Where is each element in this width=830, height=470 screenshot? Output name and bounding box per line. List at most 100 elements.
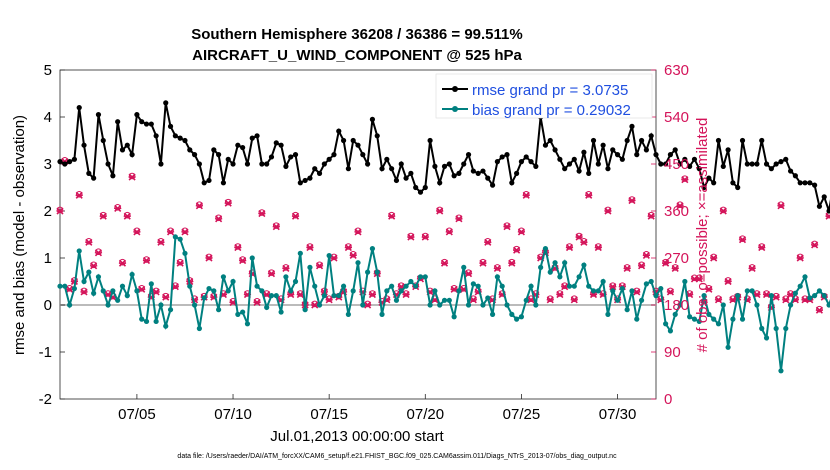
legend-bias-marker	[452, 106, 458, 112]
series-point-bias	[509, 311, 515, 317]
series-point-rmse	[350, 137, 356, 144]
obs-assimilated-marker	[637, 262, 646, 270]
series-point-rmse	[730, 180, 736, 186]
obs-assimilated-marker	[517, 228, 526, 236]
obs-possible-marker	[566, 243, 573, 250]
series-point-rmse	[129, 152, 135, 158]
obs-assimilated-marker	[388, 212, 396, 220]
legend-bias-label: bias grand pr = 0.29032	[472, 102, 631, 119]
series-point-bias	[119, 283, 126, 289]
obs-assimilated-marker	[436, 207, 444, 215]
obs-assimilated-marker	[546, 296, 554, 304]
obs-possible-marker	[777, 201, 785, 209]
obs-possible-marker	[628, 196, 636, 203]
series-point-bias	[432, 288, 438, 294]
series-point-rmse	[682, 156, 688, 162]
series-point-rmse	[826, 208, 830, 214]
series-point-rmse	[759, 137, 765, 144]
series-point-bias	[552, 260, 558, 266]
series-point-bias	[129, 271, 135, 278]
series-point-bias	[778, 368, 784, 374]
series-point-bias	[518, 314, 525, 320]
series-point-rmse	[417, 189, 424, 195]
series-point-rmse	[576, 168, 582, 174]
series-point-bias	[504, 302, 510, 308]
left-tick-label: 2	[44, 203, 52, 220]
series-point-rmse	[763, 161, 770, 167]
x-tick-label: 07/30	[599, 406, 637, 423]
series-point-rmse	[119, 147, 126, 153]
series-point-bias	[422, 274, 428, 280]
series-point-rmse	[566, 161, 573, 167]
obs-possible-marker	[215, 214, 222, 222]
series-point-bias	[672, 311, 678, 317]
obs-assimilated-marker	[825, 212, 830, 220]
x-axis-label: Jul.01,2013 00:00:00 start	[270, 428, 444, 445]
obs-assimilated-marker	[604, 207, 612, 215]
series-point-rmse	[177, 135, 183, 141]
obs-assimilated-marker	[306, 243, 314, 252]
obs-possible-marker	[671, 264, 679, 271]
series-point-bias	[100, 288, 106, 294]
series-point-rmse	[480, 168, 486, 174]
series-point-bias	[71, 285, 78, 292]
series-point-rmse	[701, 184, 707, 191]
obs-possible-marker	[647, 211, 655, 219]
obs-assimilated-marker	[503, 223, 511, 231]
series-point-bias	[648, 278, 654, 285]
obs-assimilated-marker	[80, 288, 88, 296]
series-point-bias	[297, 250, 303, 256]
series-point-rmse	[110, 173, 116, 179]
obs-assimilated-marker	[455, 215, 463, 223]
obs-possible-marker	[508, 258, 516, 266]
obs-possible-marker	[128, 172, 136, 180]
series-point-bias	[316, 302, 323, 308]
series-point-bias	[273, 293, 279, 299]
series-point-bias	[470, 281, 476, 287]
series-point-rmse	[379, 166, 385, 172]
series-point-rmse	[134, 112, 140, 118]
obs-possible-marker	[681, 175, 689, 182]
series-point-rmse	[523, 154, 529, 160]
obs-assimilated-marker	[157, 238, 165, 246]
series-point-rmse	[355, 142, 361, 148]
series-point-rmse	[595, 161, 601, 167]
obs-possible-marker	[157, 237, 165, 245]
series-point-rmse	[739, 137, 746, 144]
left-tick-label: 4	[44, 109, 52, 126]
obs-assimilated-marker	[580, 238, 588, 246]
series-point-rmse	[485, 175, 491, 181]
series-point-bias	[696, 318, 702, 325]
obs-possible-marker	[638, 261, 645, 269]
series-point-rmse	[672, 147, 678, 153]
obs-assimilated-marker	[128, 173, 136, 181]
series-point-bias	[735, 293, 741, 299]
obs-assimilated-marker	[224, 199, 232, 207]
series-point-bias	[461, 264, 467, 270]
obs-assimilated-marker	[681, 176, 689, 184]
obs-assimilated-marker	[628, 196, 636, 205]
left-tick-label: -1	[39, 344, 52, 361]
right-tick-label: 180	[664, 297, 689, 314]
series-point-rmse	[812, 182, 818, 188]
series-point-rmse	[735, 184, 741, 191]
series-point-rmse	[451, 173, 457, 179]
series-point-bias	[413, 283, 419, 289]
series-point-rmse	[336, 128, 342, 134]
obs-assimilated-marker	[758, 243, 766, 252]
obs-assimilated-marker	[642, 251, 650, 259]
obs-possible-marker	[811, 240, 818, 248]
series-point-bias	[629, 288, 635, 294]
series-point-rmse	[158, 161, 164, 167]
obs-possible-marker	[167, 227, 174, 235]
series-point-bias	[369, 246, 376, 252]
series-point-bias	[610, 288, 616, 294]
series-point-rmse	[715, 137, 722, 144]
obs-assimilated-marker	[368, 290, 377, 299]
series-point-bias	[86, 269, 92, 275]
obs-possible-marker	[306, 243, 314, 250]
series-point-rmse	[691, 156, 698, 162]
series-point-rmse	[264, 161, 270, 167]
obs-assimilated-marker	[162, 293, 170, 301]
